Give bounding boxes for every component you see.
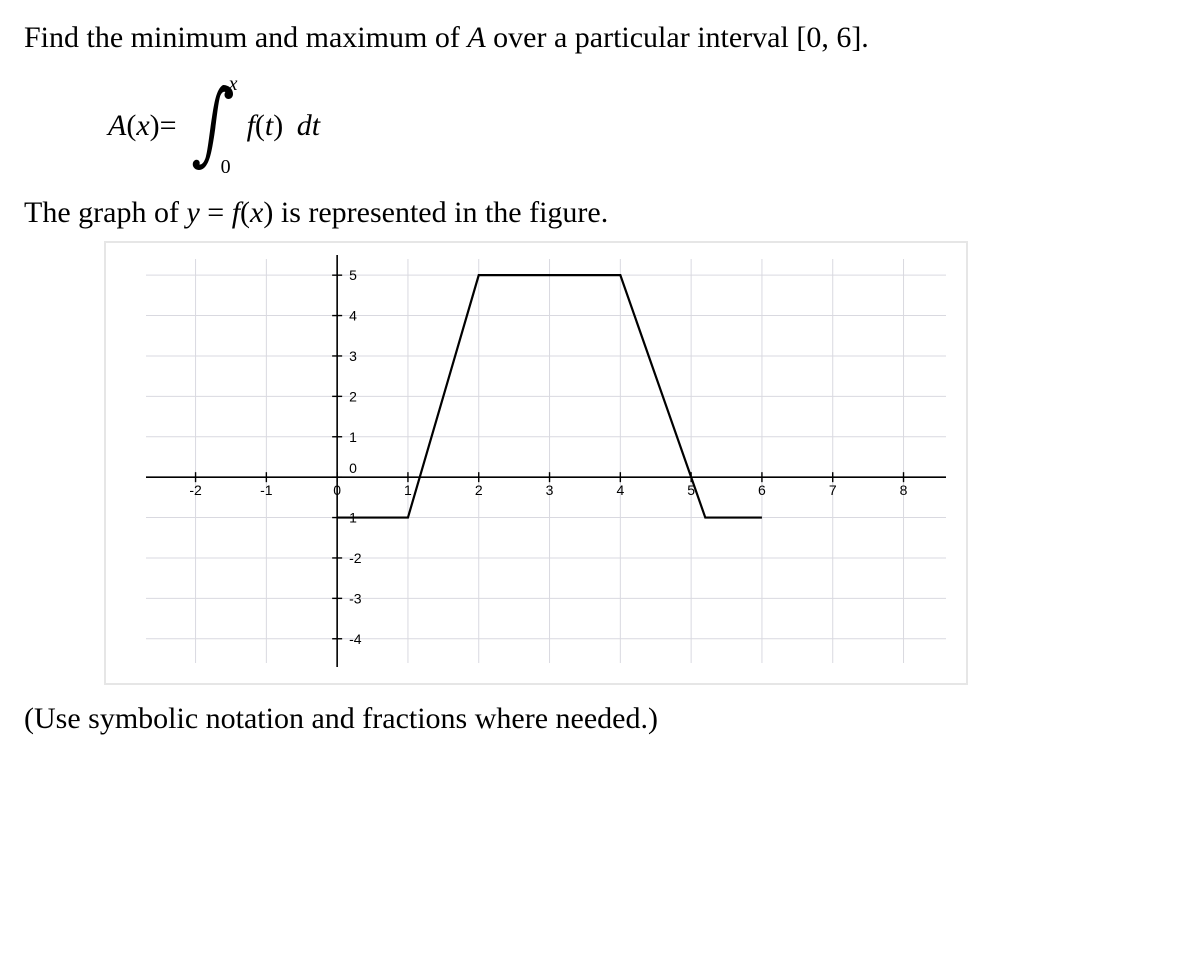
svg-text:0: 0 (333, 482, 341, 498)
integrand: f(t) dt (247, 106, 321, 147)
eq-y-fx: y (186, 196, 199, 229)
problem-page: Find the minimum and maximum of A over a… (0, 0, 1200, 764)
prompt-line-1: Find the minimum and maximum of A over a… (24, 18, 1176, 59)
interval: [0, 6]. (796, 21, 868, 54)
svg-text:8: 8 (900, 482, 908, 498)
svg-text:-1: -1 (260, 482, 273, 498)
arg-x: x (136, 106, 149, 147)
var-A: A (467, 21, 485, 54)
svg-text:-3: -3 (349, 590, 362, 606)
hint-text: (Use symbolic notation and fractions whe… (24, 699, 1176, 740)
prompt-text: is represented in the figure. (273, 196, 608, 229)
integral-sign: x 0 (187, 81, 243, 173)
svg-text:7: 7 (829, 482, 837, 498)
definite-integral: x 0 f(t) dt (187, 81, 321, 173)
svg-text:6: 6 (758, 482, 766, 498)
graph-of-f: -2-112345678-4-3-212345001 (104, 241, 968, 685)
dt: dt (297, 109, 320, 142)
prompt-line-2: The graph of y = f(x) is represented in … (24, 193, 1176, 234)
svg-text:-2: -2 (349, 550, 362, 566)
prompt-text: over a particular interval (486, 21, 797, 54)
figure: -2-112345678-4-3-212345001 (104, 241, 1176, 685)
svg-text:1: 1 (404, 482, 412, 498)
prompt-text: The graph of (24, 196, 186, 229)
func-f: f (247, 109, 255, 142)
svg-text:0: 0 (349, 460, 357, 476)
svg-text:3: 3 (546, 482, 554, 498)
svg-text:3: 3 (349, 348, 357, 364)
integral-upper-limit: x (229, 71, 238, 98)
svg-text:-4: -4 (349, 631, 362, 647)
svg-text:5: 5 (349, 267, 357, 283)
arg-t: t (265, 109, 273, 142)
svg-text:2: 2 (349, 388, 357, 404)
svg-text:2: 2 (475, 482, 483, 498)
eq-fx: f (232, 196, 240, 229)
svg-text:4: 4 (349, 308, 357, 324)
equals-sign: = (160, 106, 177, 147)
svg-text:1: 1 (349, 429, 357, 445)
equation-lhs: A(x) = (108, 106, 177, 147)
func-A: A (108, 106, 126, 147)
integral-lower-limit: 0 (221, 154, 231, 181)
svg-text:4: 4 (616, 482, 624, 498)
svg-text:-2: -2 (189, 482, 202, 498)
equation-A-of-x: A(x) = x 0 f(t) dt (108, 79, 1176, 175)
prompt-text: Find the minimum and maximum of (24, 21, 467, 54)
